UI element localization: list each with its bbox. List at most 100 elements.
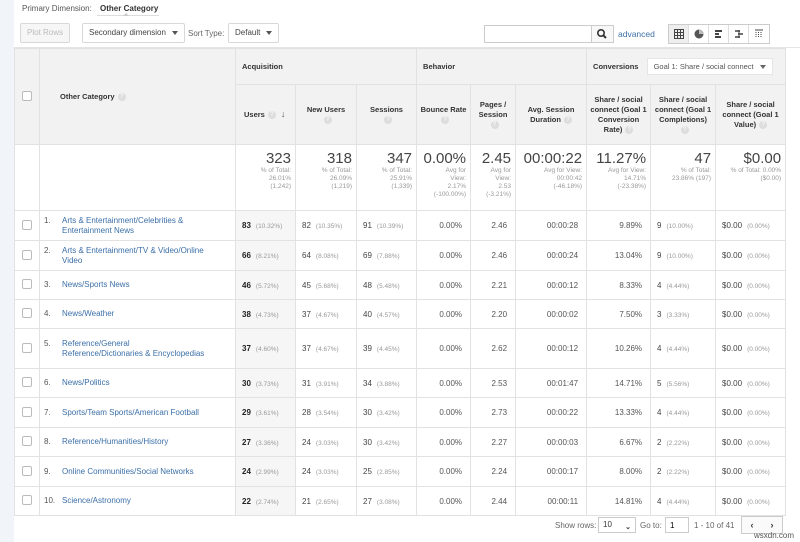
conversion-rate-column-header[interactable]: Share / social connect (Goal 1 Conversio… bbox=[586, 84, 652, 145]
category-link[interactable]: News/Sports News bbox=[62, 280, 130, 289]
category-link[interactable]: Science/Astronomy bbox=[62, 496, 131, 505]
goal-select-dropdown[interactable]: Goal 1: Share / social connect bbox=[646, 58, 773, 75]
goal-value-cell: $0.00 (0.00%) bbox=[715, 328, 787, 369]
new-users-pct: (3.03%) bbox=[315, 439, 339, 447]
category-cell: 2. Arts & Entertainment/TV & Video/Online… bbox=[39, 240, 236, 271]
total-conversion-rate: 11.27% Avg for View: 14.71% (-23.38%) bbox=[586, 144, 652, 211]
sort-type-dropdown[interactable]: Default bbox=[228, 23, 280, 43]
sessions-column-header[interactable]: Sessions? bbox=[355, 84, 418, 145]
pie-view-button[interactable] bbox=[689, 25, 709, 43]
category-link[interactable]: News/Politics bbox=[62, 378, 110, 387]
table-row[interactable]: 1. Arts & Entertainment/Celebrities & Ent… bbox=[14, 210, 787, 241]
select-all-checkbox[interactable] bbox=[22, 90, 32, 101]
table-search-input[interactable] bbox=[484, 25, 592, 43]
row-checkbox[interactable] bbox=[22, 219, 32, 230]
sessions-cell: 91 (10.39%) bbox=[355, 210, 418, 241]
row-checkbox[interactable] bbox=[22, 342, 32, 353]
help-icon[interactable]: ? bbox=[384, 115, 393, 124]
category-link[interactable]: Reference/Humanities/History bbox=[62, 437, 169, 446]
category-link[interactable]: Arts & Entertainment/Celebrities & Enter… bbox=[62, 215, 184, 235]
table-row[interactable]: 2. Arts & Entertainment/TV & Video/Online… bbox=[14, 240, 787, 271]
table-row[interactable]: 6. News/Politics 30 (3.73%) 31 (3.91%) 34 (3.88… bbox=[14, 368, 787, 398]
table-row[interactable]: 5. Reference/General Reference/Dictionari… bbox=[14, 328, 787, 369]
completions-value: 9 bbox=[657, 221, 662, 230]
goal-value: $0.00 bbox=[722, 408, 743, 417]
help-icon[interactable]: ? bbox=[625, 125, 634, 134]
help-icon[interactable]: ? bbox=[117, 93, 126, 101]
row-checkbox[interactable] bbox=[22, 465, 32, 476]
users-header-label: Users bbox=[244, 110, 265, 119]
performance-view-button[interactable] bbox=[709, 25, 729, 43]
goal-value-pct: (0.00%) bbox=[747, 223, 770, 230]
bounce-rate-column-header[interactable]: Bounce Rate? bbox=[416, 84, 472, 145]
pivot-view-button[interactable] bbox=[749, 25, 769, 43]
dimension-header[interactable]: Other Category? bbox=[39, 48, 236, 145]
help-icon[interactable]: ? bbox=[759, 120, 768, 129]
plot-rows-button[interactable]: Plot Rows bbox=[20, 23, 71, 43]
category-link[interactable]: Online Communities/Social Networks bbox=[62, 466, 194, 476]
users-column-header[interactable]: Users? ↓ bbox=[235, 84, 296, 145]
table-row[interactable]: 4. News/Weather 38 (4.73%) 37 (4.67%) 40 (4.57%… bbox=[14, 299, 787, 329]
table-row[interactable]: 8. Reference/Humanities/History 27 (3.36%) 2… bbox=[14, 427, 787, 457]
conversion-rate-cell: 8.33% bbox=[586, 270, 652, 300]
advanced-filter-link[interactable]: advanced bbox=[618, 29, 655, 39]
goal-value-pct: (0.00%) bbox=[747, 282, 770, 290]
users-cell: 30 (3.73%) bbox=[235, 368, 296, 398]
table-row[interactable]: 9. Online Communities/Social Networks 24 (2… bbox=[14, 456, 787, 487]
category-link[interactable]: Sports/Team Sports/American Football bbox=[62, 407, 199, 417]
row-checkbox[interactable] bbox=[22, 436, 32, 446]
row-checkbox[interactable] bbox=[22, 279, 32, 289]
table-row[interactable]: 3. News/Sports News 46 (5.72%) 45 (5.68%) 48 (5… bbox=[14, 270, 787, 300]
completions-cell: 4 (4.44%) bbox=[650, 328, 717, 369]
help-icon[interactable]: ? bbox=[490, 120, 499, 129]
goal-value-cell: $0.00 (0.00%) bbox=[715, 210, 787, 241]
new-users-cell: 28 (3.54%) bbox=[295, 397, 357, 428]
goal-value-column-header[interactable]: Share / social connect (Goal 1 Value)? bbox=[715, 84, 787, 145]
pages-session-column-header[interactable]: Pages / Session? bbox=[470, 84, 517, 145]
goto-page-input[interactable] bbox=[665, 517, 689, 533]
comparison-view-icon bbox=[734, 30, 743, 38]
primary-dimension-value[interactable]: Other Category bbox=[100, 4, 159, 13]
new-users-pct: (8.08%) bbox=[315, 253, 339, 260]
row-checkbox[interactable] bbox=[22, 249, 32, 260]
row-checkbox[interactable] bbox=[22, 495, 32, 505]
next-page-button[interactable]: › bbox=[770, 520, 774, 530]
new-users-value: 37 bbox=[302, 344, 311, 353]
category-link[interactable]: Arts & Entertainment/TV & Video/Online V… bbox=[62, 245, 204, 265]
goal-value-cell: $0.00 (0.00%) bbox=[715, 427, 787, 457]
row-checkbox[interactable] bbox=[22, 377, 32, 387]
goal-value-cell: $0.00 (0.00%) bbox=[715, 240, 787, 271]
completions-column-header[interactable]: Share / social connect (Goal 1 Completio… bbox=[650, 84, 717, 145]
total-sub: View: bbox=[495, 175, 512, 182]
comparison-view-button[interactable] bbox=[729, 25, 749, 43]
prev-page-button[interactable]: ‹ bbox=[750, 520, 754, 530]
pages-session-cell: 2.27 bbox=[470, 427, 517, 457]
total-sub: 2.53 bbox=[498, 183, 512, 190]
new-users-column-header[interactable]: New Users? bbox=[295, 84, 357, 145]
help-icon[interactable]: ? bbox=[563, 115, 572, 124]
new-users-value: 45 bbox=[302, 280, 311, 290]
secondary-dimension-dropdown[interactable]: Secondary dimension bbox=[82, 23, 185, 43]
avg-duration-column-header[interactable]: Avg. Session Duration? bbox=[515, 84, 588, 145]
users-value: 27 bbox=[242, 437, 251, 447]
goal-value-pct: (0.00%) bbox=[747, 439, 770, 447]
show-rows-select[interactable]: 10 ⌄ bbox=[598, 517, 636, 533]
category-link[interactable]: Reference/General Reference/Dictionaries… bbox=[62, 338, 205, 358]
table-row[interactable]: 7. Sports/Team Sports/American Football 29… bbox=[14, 397, 787, 428]
table-body: 1. Arts & Entertainment/Celebrities & Ent… bbox=[14, 210, 787, 516]
help-icon[interactable]: ? bbox=[680, 125, 689, 134]
help-icon[interactable]: ? bbox=[267, 111, 276, 120]
help-icon[interactable]: ? bbox=[441, 115, 450, 124]
pagination-footer: Show rows: 10 ⌄ Go to: 1 - 10 of 41 ‹ › bbox=[0, 516, 800, 536]
table-row[interactable]: 10. Science/Astronomy 22 (2.74%) 21 (2.65%) 27… bbox=[14, 486, 787, 516]
category-link[interactable]: News/Weather bbox=[62, 309, 115, 318]
row-checkbox[interactable] bbox=[22, 406, 32, 417]
row-checkbox[interactable] bbox=[22, 308, 32, 318]
new-users-cell: 21 (2.65%) bbox=[295, 486, 357, 516]
conversions-group-header: Conversions Goal 1: Share / social conne… bbox=[586, 48, 787, 85]
category-cell: 8. Reference/Humanities/History bbox=[39, 427, 236, 457]
help-icon[interactable]: ? bbox=[323, 115, 332, 124]
table-view-button[interactable] bbox=[669, 25, 689, 43]
search-button[interactable] bbox=[592, 25, 614, 43]
users-cell: 22 (2.74%) bbox=[235, 486, 296, 516]
